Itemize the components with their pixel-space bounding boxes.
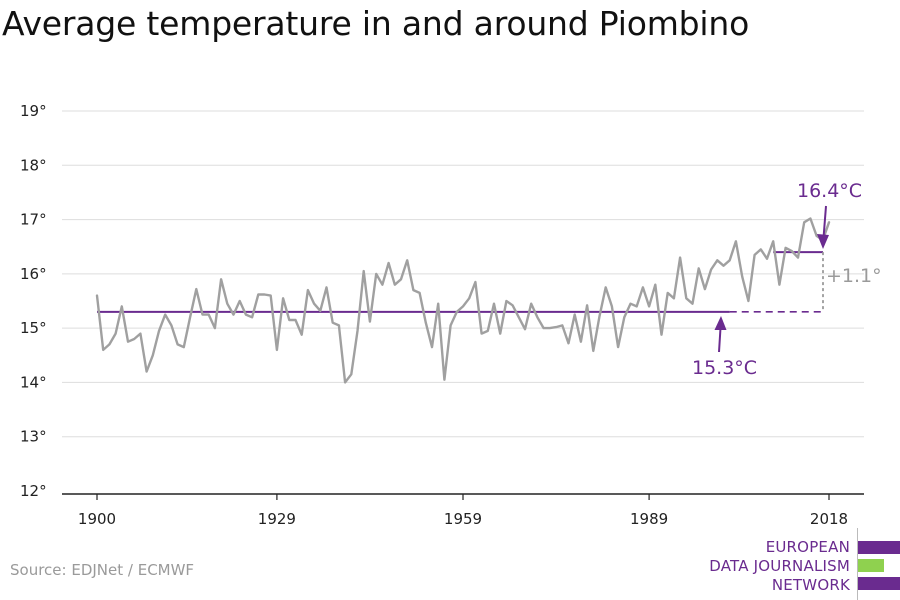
baseline-label-arrowhead: [714, 316, 727, 330]
logo-separator: [857, 528, 858, 600]
logo-bar-purple-top: [858, 541, 900, 554]
chart-title: Average temperature in and around Piombi…: [2, 4, 750, 43]
y-tick-label-13: 13°: [20, 428, 47, 446]
y-tick-label-17: 17°: [20, 211, 47, 229]
y-tick-label-19: 19°: [20, 102, 47, 120]
source-note: Source: EDJNet / ECMWF: [10, 561, 195, 579]
temperature-series-line: [95, 217, 831, 384]
logo-bar-purple-bottom: [858, 577, 900, 590]
x-tick-label-1929: 1929: [258, 510, 296, 528]
edjnet-logo: EUROPEAN DATA JOURNALISM NETWORK: [700, 528, 900, 600]
recent-label-arrow-shaft: [822, 205, 827, 239]
annotation-labels: 16.4°C 15.3°C +1.1°: [692, 180, 882, 379]
y-tick-labels: 12° 13° 14° 15° 16° 17° 18° 19°: [20, 102, 47, 500]
y-tick-label-14: 14°: [20, 373, 47, 391]
logo-bar-green: [858, 559, 884, 572]
recent-label-arrowhead: [817, 234, 829, 249]
logo-line-network: NETWORK: [771, 576, 850, 594]
baseline-label-arrow-shaft: [718, 327, 722, 353]
recent-average-label: 16.4°C: [797, 180, 862, 202]
y-tick-label-18: 18°: [20, 156, 47, 174]
annotations: [97, 251, 824, 313]
x-tick-label-2018: 2018: [810, 510, 848, 528]
grid-lines: [62, 110, 864, 438]
logo-line-european: EUROPEAN: [765, 538, 850, 556]
y-tick-label-12: 12°: [20, 482, 47, 500]
y-tick-label-16: 16°: [20, 265, 47, 283]
x-tick-label-1989: 1989: [630, 510, 668, 528]
x-tick-label-1900: 1900: [78, 510, 116, 528]
logo-line-data-journalism: DATA JOURNALISM: [709, 557, 850, 575]
baseline-average-label: 15.3°C: [692, 357, 757, 379]
series-layer: [95, 217, 831, 384]
y-tick-label-15: 15°: [20, 319, 47, 337]
difference-label: +1.1°: [826, 265, 882, 287]
x-tick-label-1959: 1959: [444, 510, 482, 528]
x-axis: 1900 1929 1959 1989 2018: [62, 493, 864, 528]
